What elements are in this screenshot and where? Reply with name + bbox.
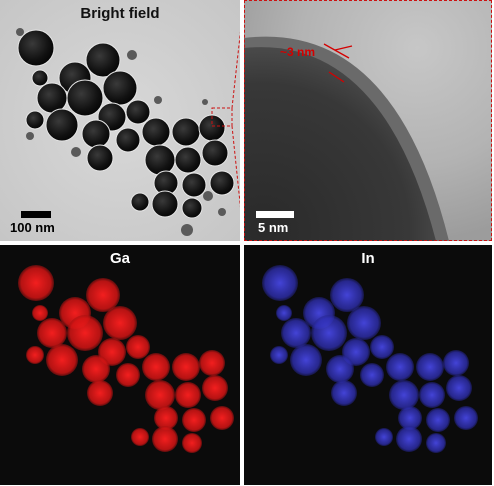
- bright-field-title: Bright field: [80, 5, 160, 22]
- scale-bar-100nm: [21, 211, 51, 218]
- nanoparticle-cluster-image: [0, 0, 240, 241]
- scale-label-100nm: 100 nm: [10, 220, 55, 235]
- bright-field-panel: Bright field 100 nm: [0, 0, 240, 241]
- in-elemental-map: [262, 265, 478, 453]
- in-map-title: In: [361, 250, 375, 267]
- shell-thickness-label: ~3 nm: [280, 45, 316, 59]
- ga-map-title: Ga: [109, 250, 130, 267]
- hrtem-edge-image: [244, 0, 492, 241]
- ga-elemental-map: [18, 265, 234, 453]
- zoom-region-box: [211, 107, 233, 127]
- hrtem-panel: ~3 nm 5 nm: [244, 0, 492, 241]
- ga-map-panel: Ga: [0, 245, 240, 485]
- scale-label-5nm: 5 nm: [258, 220, 289, 235]
- in-map-panel: In: [244, 245, 492, 485]
- scale-bar-5nm: [256, 211, 294, 218]
